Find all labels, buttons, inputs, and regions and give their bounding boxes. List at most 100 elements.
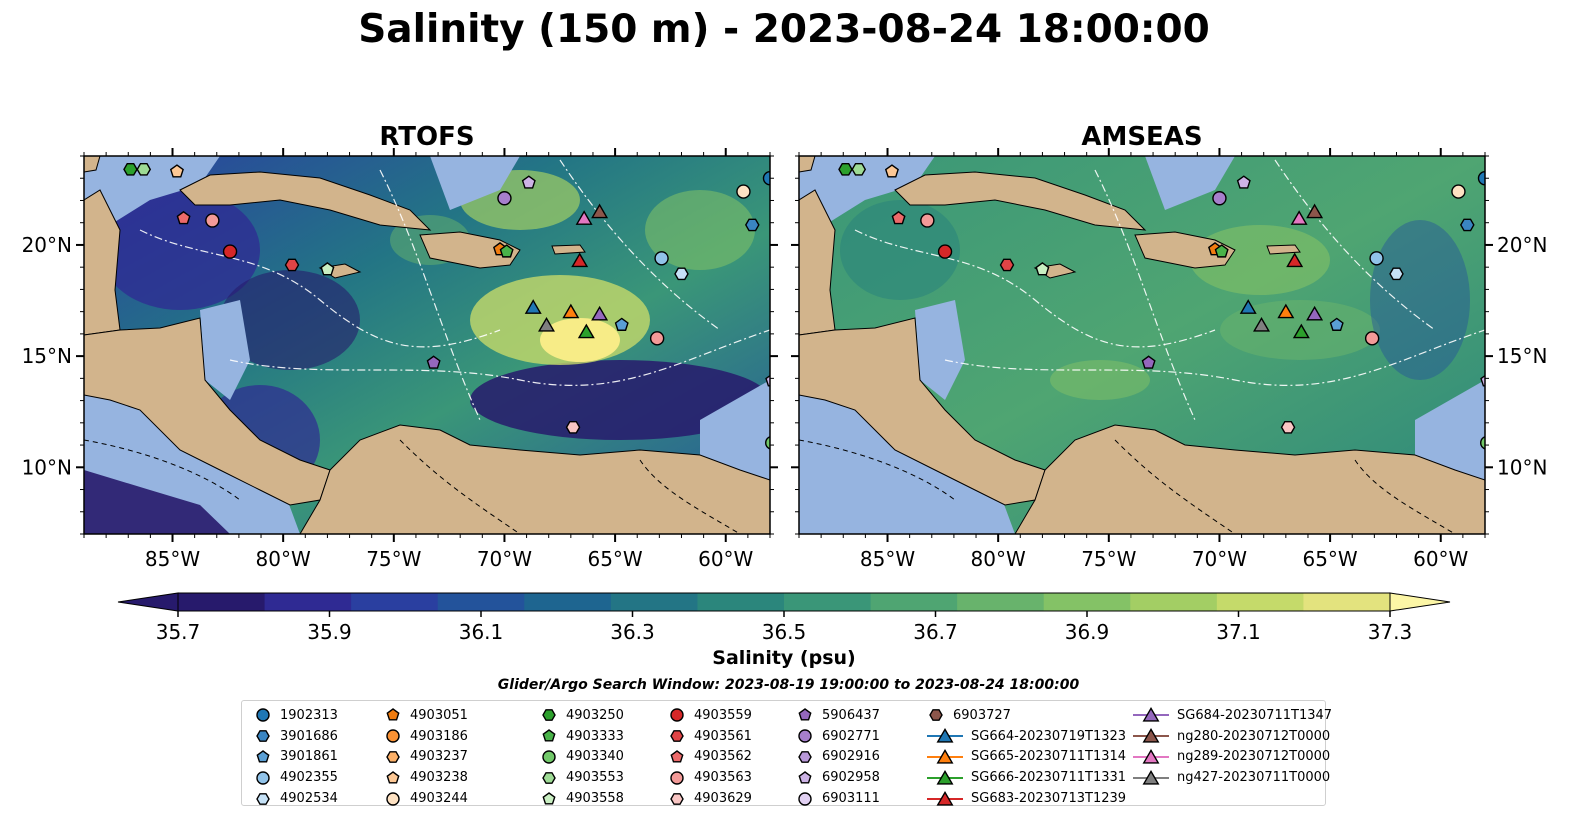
legend-label: 4902534 [280,791,338,807]
glider-marker [524,299,542,314]
legend-label: 4902355 [280,770,338,786]
pentagon-marker-icon [542,729,556,742]
legend-label: SG684-20230711T1347 [1177,707,1333,723]
circle-marker-icon [386,729,400,743]
colorbar-tick-label: 35.7 [156,620,201,644]
argo-float-marker [320,262,335,276]
lat-tick-label: 20°N [1497,233,1547,257]
triangle-marker-icon [927,790,963,806]
colorbar-segment [697,593,785,611]
legend-item: SG666-20230711T1331 [925,767,1126,788]
hexagon-marker-icon [929,709,943,722]
glider-marker [1292,323,1310,339]
observation-markers-rtofs [123,163,770,450]
argo-float-marker [123,163,138,176]
land-mexico-yucatan [799,189,836,336]
figure-title: Salinity (150 m) - 2023-08-24 18:00:00 [358,7,1210,52]
shallow-water [915,300,965,400]
salinity-high-pocket [540,318,620,362]
argo-float-marker [205,213,220,228]
legend-item: 4903558 [538,788,624,809]
land-south-america [299,424,770,534]
argo-float-marker [1236,175,1251,189]
lon-tick-label: 65°W [587,547,642,571]
glider-marker [1306,203,1324,219]
legend-symbol [542,791,556,805]
legend-item: SG683-20230713T1239 [925,788,1126,809]
glider-marker [1253,316,1270,332]
bathymetry-contour [139,229,501,348]
legend-column: 1902313 3901686 3901861 4902355 4902534 [252,705,338,809]
legend-item: 4903186 [382,726,468,747]
legend-label: 5906437 [822,707,880,723]
legend-item: 4903238 [382,767,468,788]
shallow-water [799,156,935,230]
legend-symbol [386,791,400,806]
legend-symbol [798,729,812,743]
bathymetry-contour [854,229,1216,348]
glider-marker [1290,210,1308,225]
pentagon-marker-icon [798,770,812,784]
argo-float-marker [762,171,770,186]
legend-item: 4903333 [538,726,624,747]
salinity-low-pocket [100,190,260,310]
legend-label: 4903186 [410,728,468,744]
legend-symbol [670,792,684,805]
argo-float-marker [1480,374,1485,387]
colorbar-extend-high [1389,592,1451,612]
legend-label: 4903562 [694,749,752,765]
argo-float-marker [521,175,536,189]
map-panel-amseas: AMSEAS [791,122,1547,571]
legend-symbol [936,728,954,743]
bathymetry-contour [379,169,481,421]
argo-float-marker [222,244,238,259]
hexagon-marker-icon [256,792,270,805]
lat-tick-label: 20°N [22,233,72,257]
circle-marker-icon [670,771,684,785]
pentagon-marker-icon [542,791,556,805]
salinity-high-pocket [1190,225,1330,295]
legend-label: 6903727 [953,707,1011,723]
axis-ticks-amseas: 85°W 80°W 75°W 70°W 65°W 60°W 20°N 15°N 10°N [791,148,1547,571]
argo-float-marker [891,210,906,225]
legend-column: SG684-20230711T1347 ng280-20230712T0000 ng… [1131,705,1332,788]
legend-symbol [1142,769,1160,785]
argo-float-marker [1212,191,1227,206]
legend-symbol [670,708,684,723]
land-cuba [179,171,432,231]
legend-symbol [256,792,270,805]
colorbar-tick-label: 36.3 [610,620,655,644]
argo-float-marker [937,244,953,259]
lon-tick-label: 75°W [1081,547,1136,571]
argo-float-marker [1364,331,1380,346]
colorbar-segment [784,593,872,611]
colorbar-segment [351,593,439,611]
legend-symbol [542,729,556,742]
land-puerto-rico [551,244,586,255]
legend-item: 4903237 [382,747,468,768]
legend-symbol [670,730,684,743]
shallow-water [799,380,1015,534]
argo-float-marker [1329,317,1344,331]
land-south-america [1014,424,1485,534]
lon-tick-label: 70°W [1192,547,1247,571]
legend-symbol [386,729,400,743]
colorbar-tick-label: 36.5 [762,620,807,644]
argo-float-marker [999,258,1015,272]
argo-float-marker [169,164,184,178]
circle-marker-icon [256,708,270,723]
triangle-marker-icon [927,748,963,764]
legend-symbol [1142,707,1160,723]
legend-column: 4903559 4903561 4903562 4903563 4903629 [666,705,752,809]
shallow-water [200,300,250,400]
land-hispaniola [419,231,521,269]
argo-float-marker [920,213,935,228]
circle-marker-icon [256,771,270,785]
legend-label: 4903238 [410,770,468,786]
hexagon-marker-icon [542,771,556,784]
circle-marker-icon [386,791,400,806]
legend-symbol [936,748,954,764]
legend-item: 4903340 [538,747,624,768]
lat-tick-label: 10°N [22,455,72,479]
colorbar-tick-label: 36.7 [913,620,958,644]
